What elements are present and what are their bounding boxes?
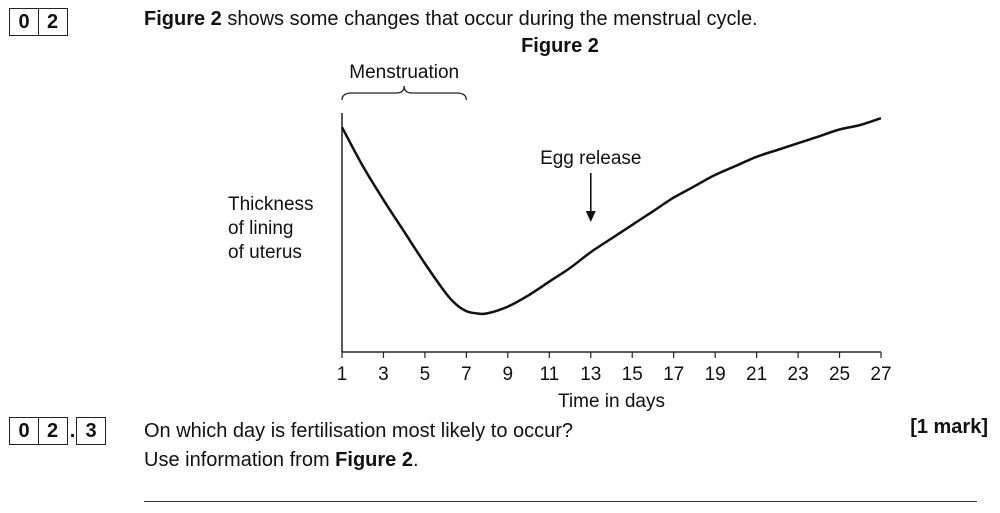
- x-axis-label: Time in days: [558, 391, 665, 412]
- x-tick-label: 5: [420, 364, 431, 385]
- subquestion-digit: 3: [76, 417, 106, 445]
- subquestion-line-2: Use information from Figure 2.: [144, 446, 573, 475]
- subquestion-line-1: On which day is fertilisation most likel…: [144, 420, 574, 442]
- subquestion-number-box: 0 2 . 3: [9, 417, 106, 445]
- x-tick-label: 13: [580, 364, 601, 385]
- y-axis-label-line: Thickness: [228, 194, 314, 215]
- figure-reference: Figure 2: [144, 8, 222, 30]
- x-tick-label: 27: [870, 364, 891, 385]
- egg-release-arrowhead: [585, 211, 596, 222]
- x-tick-label: 1: [337, 364, 348, 385]
- x-tick-label: 23: [788, 364, 809, 385]
- y-axis-label-line: of lining: [228, 218, 294, 239]
- menstruation-label: Menstruation: [349, 62, 459, 83]
- subquestion-digit: 0: [9, 417, 39, 445]
- figure-title: Figure 2: [521, 35, 599, 57]
- question-digit: 0: [9, 8, 39, 36]
- lining-thickness-line: [340, 117, 882, 316]
- x-tick-label: 19: [705, 364, 726, 385]
- line2-end: .: [412, 449, 419, 471]
- x-tick-label: 25: [829, 364, 850, 385]
- x-tick-label: 17: [663, 364, 684, 385]
- question-intro: Figure 2 shows some changes that occur d…: [144, 8, 758, 31]
- question-digit: 2: [37, 8, 68, 36]
- figure-reference: Figure 2: [335, 449, 413, 471]
- x-tick-label: 7: [461, 364, 472, 385]
- line2-plain: Use information from: [144, 449, 336, 471]
- x-tick-label: 11: [539, 364, 559, 385]
- subquestion-text: On which day is fertilisation most likel…: [144, 417, 573, 475]
- menstruation-brace: [341, 85, 468, 101]
- x-tick-label: 21: [746, 364, 767, 385]
- intro-text: shows some changes that occur during the…: [221, 8, 758, 30]
- x-tick-label: 15: [622, 364, 643, 385]
- answer-line[interactable]: [144, 501, 977, 502]
- y-axis-label-line: of uterus: [228, 242, 302, 263]
- subquestion-dot: .: [69, 419, 76, 442]
- egg-release-label: Egg release: [540, 148, 641, 169]
- question-number-box: 0 2: [9, 8, 68, 36]
- x-tick-label: 9: [503, 364, 514, 385]
- mark-allocation: [1 mark]: [910, 416, 988, 438]
- subquestion-digit: 2: [37, 417, 68, 445]
- x-tick-label: 3: [378, 364, 389, 385]
